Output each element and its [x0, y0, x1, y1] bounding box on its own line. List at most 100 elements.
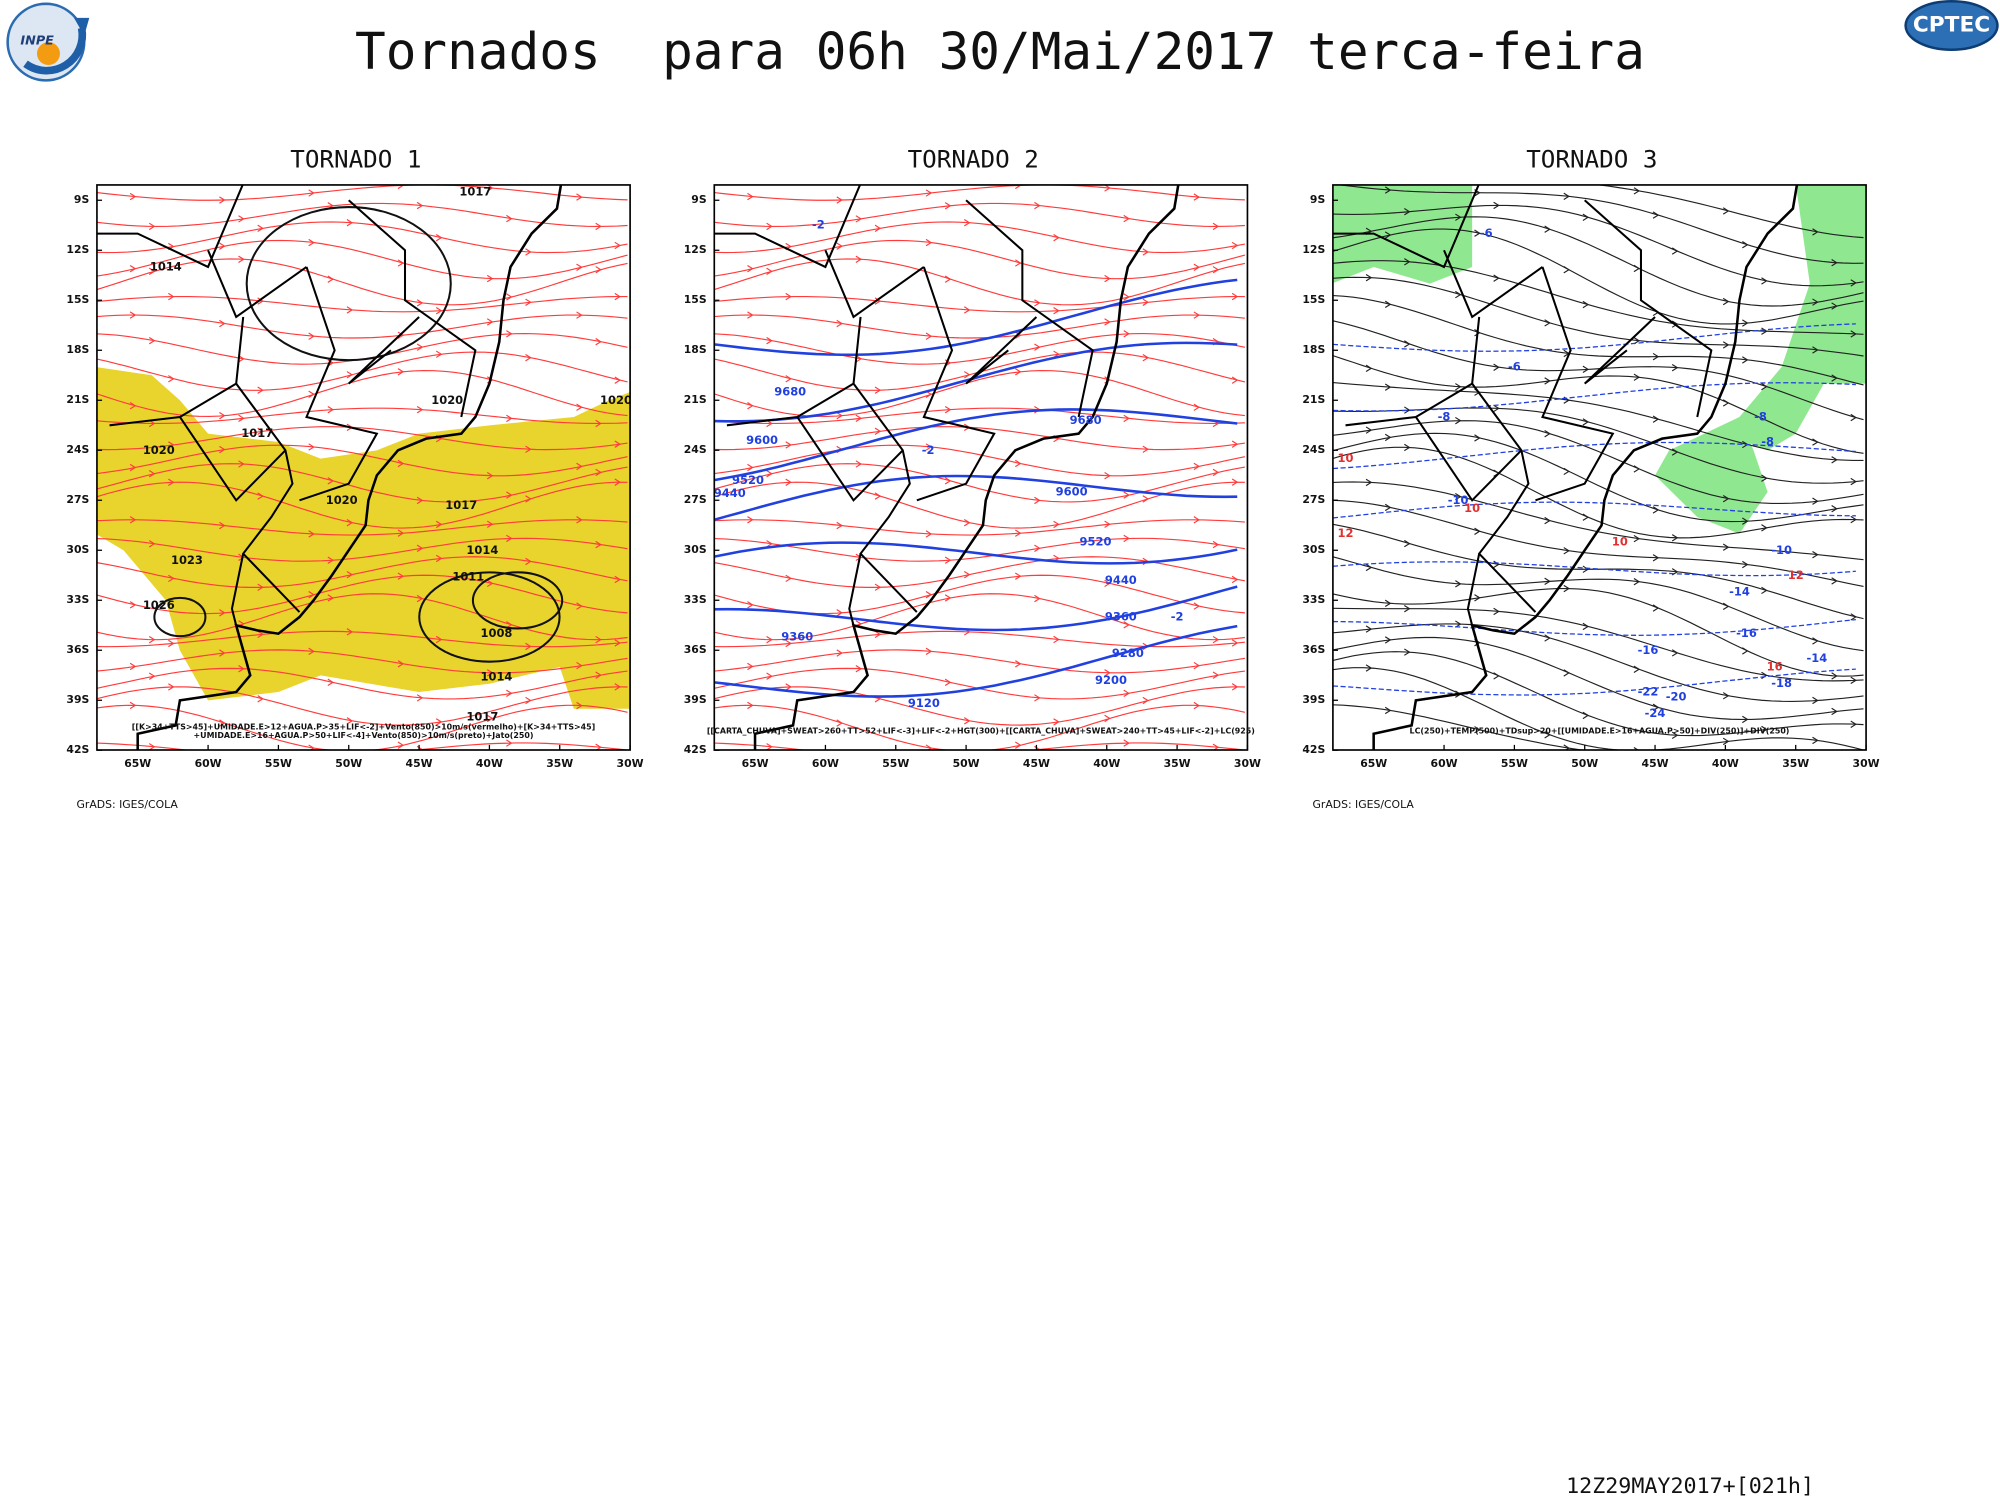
streamline-arrow — [1015, 572, 1022, 580]
streamline-arrow — [1104, 472, 1111, 480]
contour-label: 1017 — [459, 184, 491, 198]
streamline-arrow — [168, 574, 175, 583]
streamline-arrow — [1831, 302, 1838, 310]
streamline — [96, 519, 628, 536]
streamline — [714, 593, 1245, 641]
streamline-arrow — [397, 529, 405, 537]
streamline-arrow — [576, 403, 583, 411]
streamline-arrow — [1831, 259, 1838, 267]
streamline-arrow — [435, 307, 443, 315]
streamline-arrow — [1384, 636, 1392, 644]
streamline-arrow — [1544, 225, 1551, 233]
streamline — [714, 537, 1245, 562]
isobar — [418, 571, 561, 663]
streamline-arrow — [1850, 720, 1857, 728]
map-frame — [96, 184, 631, 751]
contour-line — [1332, 441, 1856, 470]
streamline — [1332, 381, 1864, 462]
lon-label: 50W — [953, 757, 980, 770]
lat-label: 15S — [684, 293, 707, 306]
streamline-arrow — [148, 672, 156, 680]
streamline-arrow — [1742, 647, 1749, 655]
streamline-arrow — [327, 556, 334, 564]
streamline-arrow — [129, 463, 137, 472]
streamline-arrow — [238, 665, 245, 673]
streamline-arrow — [397, 331, 405, 339]
streamline-arrow — [576, 661, 583, 670]
streamline — [714, 314, 1245, 339]
streamline-arrow — [1034, 594, 1041, 603]
streamline-arrow — [486, 520, 494, 528]
streamline-arrow — [1850, 676, 1857, 685]
border — [824, 249, 925, 319]
streamline-arrow — [1832, 780, 1837, 786]
streamline-arrow — [525, 445, 532, 453]
streamline-arrow — [944, 477, 952, 485]
streamline-arrow — [1212, 635, 1220, 644]
streamline-arrow — [1563, 266, 1570, 274]
lon-label: 40W — [476, 757, 503, 770]
streamline-arrow — [925, 443, 933, 451]
streamline-arrow — [1493, 672, 1500, 680]
contour-line — [714, 541, 1238, 565]
contour-label: 1020 — [143, 443, 175, 457]
border — [1466, 553, 1481, 626]
streamline — [1332, 556, 1864, 652]
streamline-arrow — [1384, 433, 1392, 442]
streamline-arrow — [576, 462, 583, 471]
streamline-arrow — [1365, 273, 1373, 282]
footer: 12Z29MAY2017+[021h] — [1566, 1474, 1814, 1499]
streamline-arrow — [308, 647, 315, 656]
streamline-arrow — [766, 635, 773, 644]
streamline-arrow — [1850, 330, 1857, 338]
streamline-arrow — [525, 298, 532, 306]
lat-label: 24S — [684, 443, 707, 456]
streamline — [96, 369, 628, 418]
map-content: -296809600952094409680-29600952094409360… — [714, 184, 1248, 750]
streamline-arrow — [1582, 213, 1590, 221]
border — [965, 316, 1038, 385]
streamline-arrow — [1053, 520, 1060, 529]
streamline-arrow — [506, 214, 513, 223]
map-panel: 1017 1014 1020 1020 1020 1017 1020 1017 1023 1014… — [66, 146, 643, 811]
streamline-arrow — [874, 630, 882, 639]
lat-label: 18S — [1302, 343, 1325, 356]
credit: GrADS: IGES/COLA — [1313, 798, 1415, 811]
contour-line — [1332, 561, 1856, 577]
streamline-arrow — [308, 744, 315, 750]
contour-label: -22 — [1638, 685, 1659, 699]
streamline-arrow — [129, 516, 137, 524]
border — [230, 553, 245, 626]
streamline-arrow — [1015, 459, 1022, 468]
contour-label: -14 — [1729, 585, 1750, 599]
streamline-arrow — [855, 460, 863, 468]
border — [1535, 266, 1615, 502]
streamline-arrow — [1493, 560, 1500, 569]
streamline-arrow — [855, 355, 863, 363]
shaded-area — [96, 367, 631, 709]
streamline-arrow — [1582, 622, 1590, 631]
streamline-arrow — [1582, 365, 1590, 374]
border — [1332, 184, 1480, 269]
streamline-arrow — [1742, 715, 1749, 724]
streamline — [96, 574, 628, 615]
streamline-arrow — [766, 267, 773, 276]
streamline-arrow — [1831, 672, 1838, 680]
streamline — [714, 407, 1245, 425]
streamline-arrow — [1652, 703, 1660, 712]
streamline — [96, 258, 628, 306]
streamline-arrow — [766, 336, 773, 345]
streamline-arrow — [1545, 176, 1550, 182]
streamline-arrow — [525, 642, 532, 651]
lon-label: 55W — [1501, 757, 1528, 770]
lon-label: 35W — [1164, 757, 1191, 770]
lat-label: 9S — [1310, 193, 1325, 206]
streamline-arrow — [1761, 474, 1768, 482]
streamline-arrow — [1582, 300, 1590, 309]
contour-label: 9600 — [746, 433, 778, 447]
streamline-arrow — [486, 274, 494, 283]
streamline-arrow — [1231, 440, 1239, 448]
streamline-arrow — [219, 521, 226, 530]
streamline-arrow — [925, 530, 933, 538]
